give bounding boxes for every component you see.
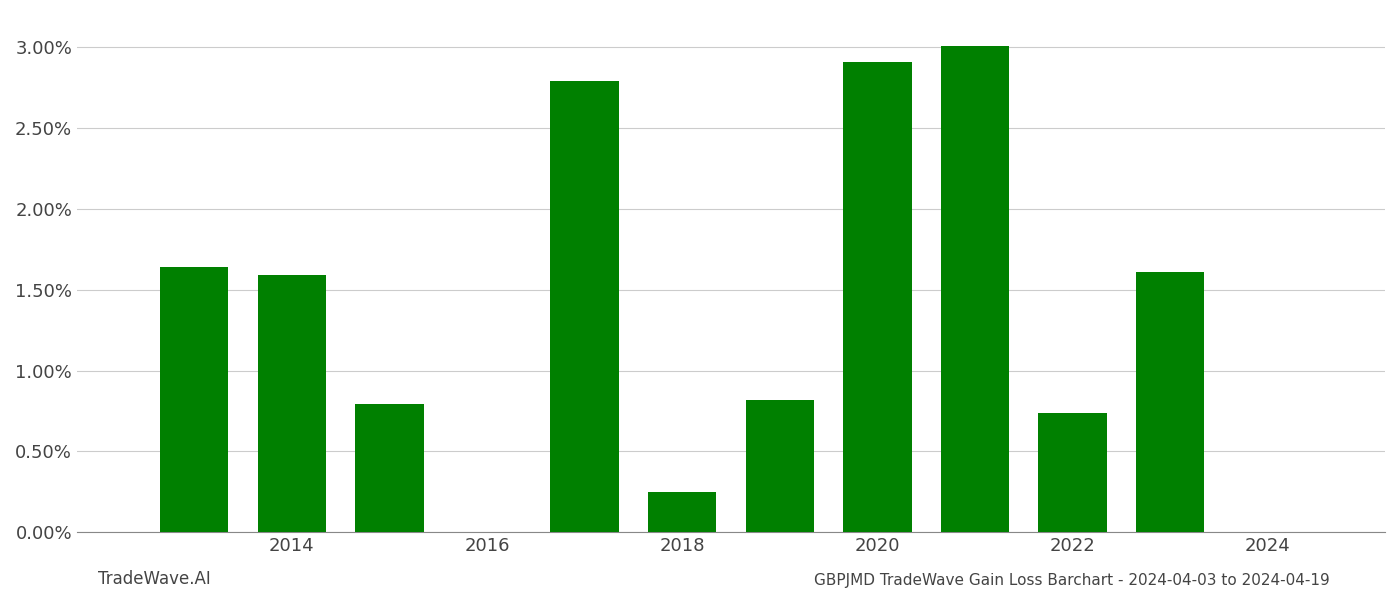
Bar — [160, 267, 228, 532]
Bar — [1135, 272, 1204, 532]
Bar — [843, 62, 911, 532]
Bar — [550, 81, 619, 532]
Text: GBPJMD TradeWave Gain Loss Barchart - 2024-04-03 to 2024-04-19: GBPJMD TradeWave Gain Loss Barchart - 20… — [815, 573, 1330, 588]
Bar — [1039, 413, 1107, 532]
Text: TradeWave.AI: TradeWave.AI — [98, 570, 211, 588]
Bar — [258, 275, 326, 532]
Bar — [746, 400, 813, 532]
Bar — [941, 46, 1009, 532]
Bar — [356, 404, 424, 532]
Bar — [648, 492, 717, 532]
